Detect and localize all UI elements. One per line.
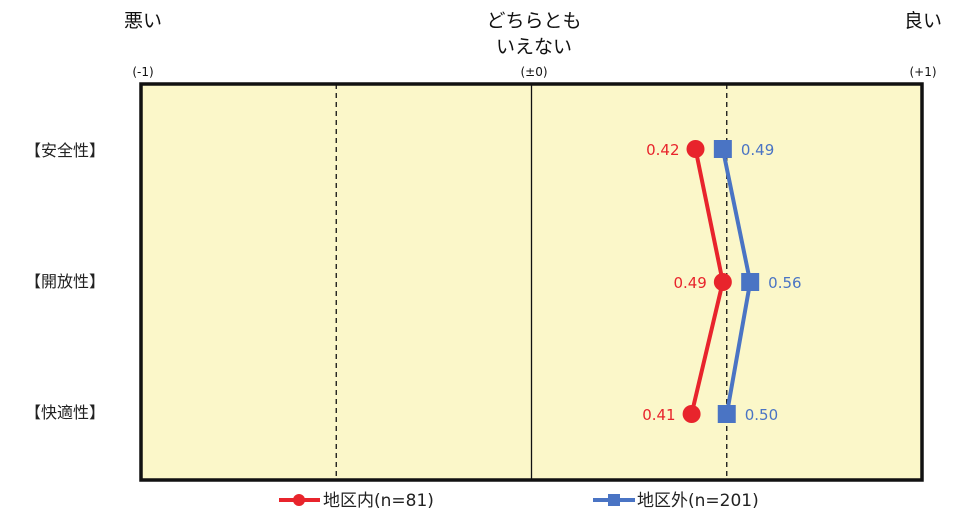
legend-marker-inside xyxy=(293,494,305,506)
category-label-openness: 【開放性】 xyxy=(25,272,105,291)
scale-label-zero: (±0) xyxy=(520,65,547,79)
series-outside: 0.49 0.56 0.50 xyxy=(713,140,802,424)
data-label: 0.56 xyxy=(768,274,801,292)
plot-border xyxy=(139,82,924,482)
scale-label-minus-one: (-1) xyxy=(132,65,153,79)
data-point xyxy=(682,405,701,423)
data-point xyxy=(741,273,760,291)
legend-label-outside: 地区外(n=201) xyxy=(637,491,759,511)
scale-label-good: 良い xyxy=(904,10,942,32)
data-label: 0.50 xyxy=(745,406,778,424)
legend-item-inside: 地区内(n=81) xyxy=(279,491,434,511)
scale-label-neutral-line2: いえない xyxy=(496,36,572,58)
data-point xyxy=(686,140,705,158)
category-label-safety: 【安全性】 xyxy=(25,141,105,160)
data-label: 0.49 xyxy=(673,274,706,292)
scale-label-plus-one: (+1) xyxy=(909,65,936,79)
data-point xyxy=(713,140,732,158)
category-label-comfort: 【快適性】 xyxy=(25,403,105,422)
scale-label-neutral-line1: どちらとも xyxy=(486,10,581,32)
series-inside: 0.42 0.49 0.41 xyxy=(642,140,732,424)
legend: 地区内(n=81) 地区外(n=201) xyxy=(279,491,759,511)
data-label: 0.42 xyxy=(646,141,679,159)
data-point xyxy=(713,273,732,291)
legend-item-outside: 地区外(n=201) xyxy=(593,491,759,511)
series-layer: 0.42 0.49 0.41 0.49 0.56 0.50 xyxy=(642,140,802,424)
data-label: 0.49 xyxy=(741,141,774,159)
scale-label-bad: 悪い xyxy=(124,10,162,32)
data-label: 0.41 xyxy=(642,406,675,424)
legend-label-inside: 地区内(n=81) xyxy=(323,491,434,511)
data-point xyxy=(717,405,736,423)
legend-marker-outside xyxy=(608,494,620,506)
